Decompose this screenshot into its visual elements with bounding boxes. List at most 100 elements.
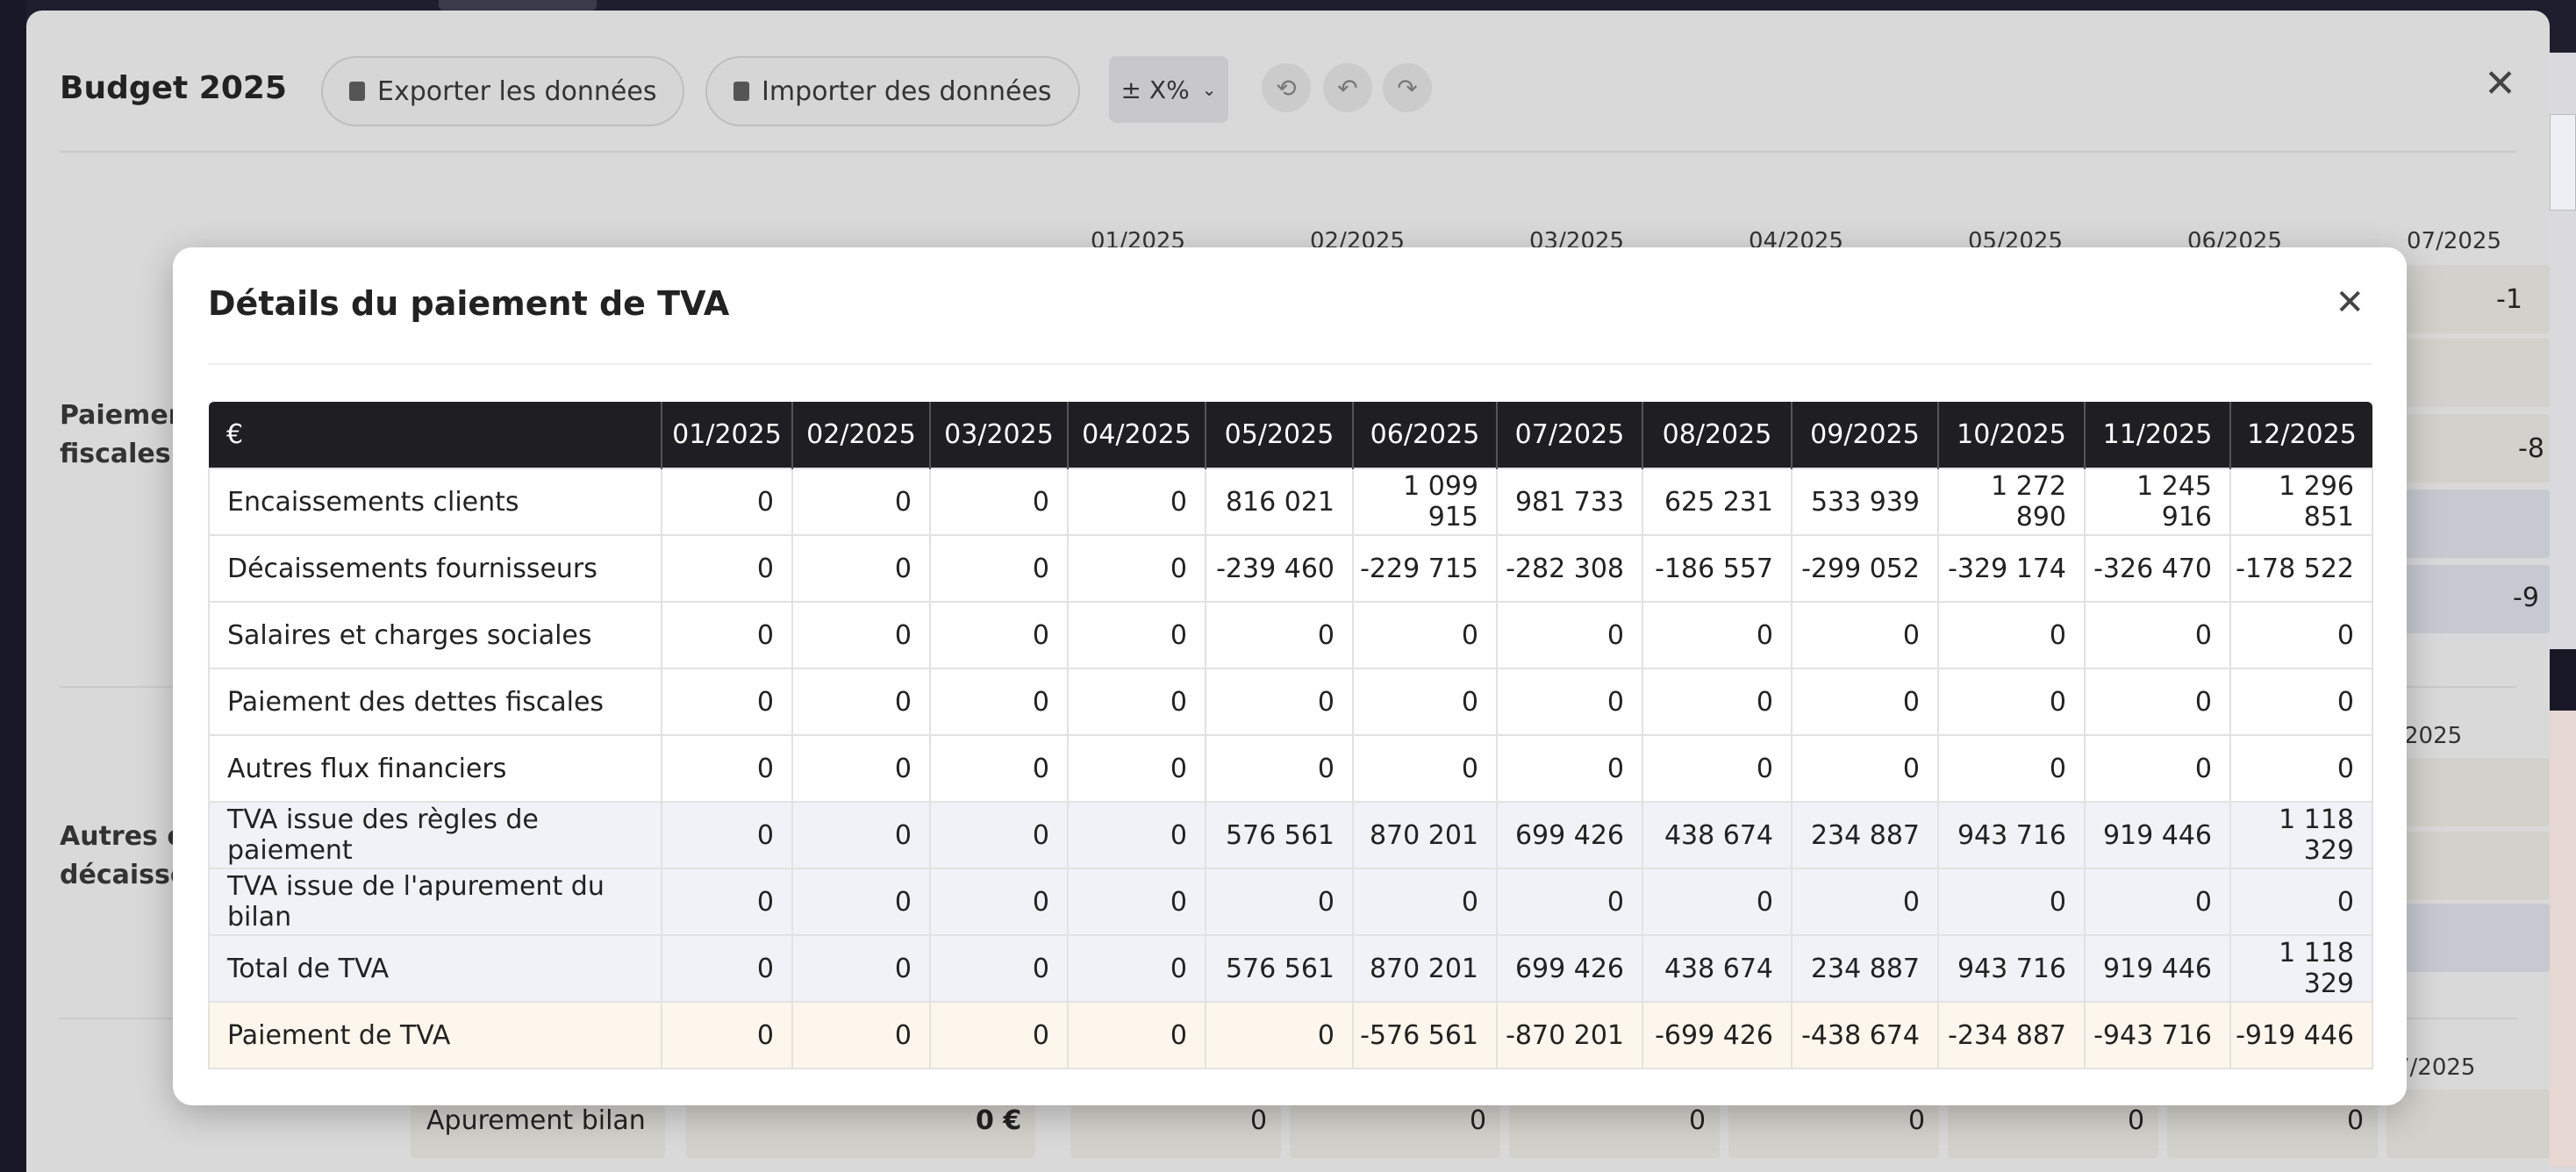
table-cell: 943 716 <box>1937 934 2086 1003</box>
percent-label: ± X% <box>1120 75 1190 104</box>
table-cell: 0 <box>1642 668 1792 736</box>
table-cell: 1 296 851 <box>2229 468 2373 536</box>
table-cell: 870 201 <box>1352 801 1498 869</box>
row-label: TVA issue des règles de paiement <box>208 801 662 869</box>
table-cell: 0 <box>1496 734 1643 803</box>
bg-total-value: 0 € <box>976 1105 1022 1136</box>
row-label: Paiement des dettes fiscales <box>208 668 662 736</box>
redo-icon[interactable]: ↷ <box>1383 63 1432 112</box>
table-cell: 870 201 <box>1352 934 1498 1003</box>
table-cell: 1 272 890 <box>1937 468 2086 536</box>
table-cell: 0 <box>661 868 793 936</box>
table-cell: 0 <box>929 668 1069 736</box>
table-cell: 234 887 <box>1791 934 1939 1003</box>
table-header-row: € 01/2025 02/2025 03/2025 04/2025 05/2025 06/… <box>209 402 2372 468</box>
partial-value: -8 <box>2518 433 2544 464</box>
partial-value: -1 <box>2496 284 2522 315</box>
table-cell: 0 <box>1352 868 1498 936</box>
table-cell: -282 308 <box>1496 534 1643 603</box>
bg-cell <box>2395 832 2550 900</box>
backdrop-right-panel <box>2550 53 2576 1172</box>
table-cell: 533 939 <box>1791 468 1939 536</box>
document-icon <box>349 82 365 101</box>
table-cell: -178 522 <box>2229 534 2373 603</box>
export-button[interactable]: Exporter les données <box>321 56 685 126</box>
bg-cell <box>2395 490 2550 558</box>
section-label: Paiemen fiscales <box>60 400 188 469</box>
month-header: 7/2025 <box>2395 1054 2476 1081</box>
table-cell: -234 887 <box>1937 1001 2086 1069</box>
table-cell: 0 <box>661 801 793 869</box>
table-cell: 0 <box>1352 668 1498 736</box>
bg-value: 0 <box>2347 1105 2365 1136</box>
table-cell: 0 <box>929 601 1069 669</box>
undo-icon[interactable]: ↶ <box>1323 63 1372 112</box>
table-cell: -438 674 <box>1791 1001 1939 1069</box>
month-column-header: 06/2025 <box>1352 402 1497 468</box>
table-cell: 0 <box>791 801 931 869</box>
table-cell: 0 <box>2229 668 2373 736</box>
table-cell: 0 <box>791 601 931 669</box>
table-cell: -576 561 <box>1352 1001 1498 1069</box>
table-cell: -919 446 <box>2229 1001 2373 1069</box>
table-cell: 0 <box>929 1001 1069 1069</box>
percent-adjust-dropdown[interactable]: ± X% ⌄ <box>1109 56 1228 123</box>
table-cell: 0 <box>1067 801 1206 869</box>
bg-value: 0 <box>1470 1105 1487 1136</box>
table-cell: 0 <box>2229 868 2373 936</box>
table-cell: 0 <box>661 734 793 803</box>
table-row: Autres flux financiers 0 0 0 0 0 0 0 0 0 0 0 0 <box>208 734 2373 803</box>
table-cell: 699 426 <box>1496 934 1643 1003</box>
bg-cell <box>2395 565 2550 633</box>
table-cell: 0 <box>929 934 1069 1003</box>
table-cell: -329 174 <box>1937 534 2086 603</box>
row-label: Paiement de TVA <box>208 1001 662 1069</box>
table-cell: 816 021 <box>1205 468 1354 536</box>
table-cell: 0 <box>1496 601 1643 669</box>
table-cell: 0 <box>2229 601 2373 669</box>
month-header: 07/2025 <box>2407 228 2502 254</box>
table-cell: 438 674 <box>1642 801 1792 869</box>
bg-cell <box>2395 414 2550 482</box>
table-cell: 0 <box>1205 668 1354 736</box>
table-cell: 0 <box>791 468 931 536</box>
history-icon[interactable]: ⟲ <box>1262 63 1311 112</box>
table-cell: 699 426 <box>1496 801 1643 869</box>
month-column-header: 03/2025 <box>929 402 1068 468</box>
table-cell: 0 <box>661 668 793 736</box>
table-cell: 1 099 915 <box>1352 468 1498 536</box>
table-cell: 0 <box>1937 668 2086 736</box>
table-cell: 0 <box>1937 601 2086 669</box>
import-button[interactable]: Importer des données <box>705 56 1080 126</box>
bg-cell <box>2395 904 2550 972</box>
table-cell: 625 231 <box>1642 468 1792 536</box>
row-label: Total de TVA <box>208 934 662 1003</box>
table-cell: 0 <box>2084 734 2231 803</box>
chevron-down-icon: ⌄ <box>1201 79 1217 100</box>
table-cell: 0 <box>1205 734 1354 803</box>
close-icon[interactable]: ✕ <box>2335 282 2365 323</box>
partial-value: -9 <box>2513 582 2539 613</box>
table-row: Salaires et charges sociales 0 0 0 0 0 0 0 0 0 0 0 0 <box>208 601 2373 669</box>
table-cell: 943 716 <box>1937 801 2086 869</box>
table-cell: 0 <box>1791 734 1939 803</box>
bg-cell <box>2395 265 2550 333</box>
table-cell: 0 <box>1642 734 1792 803</box>
table-cell: 0 <box>1067 601 1206 669</box>
month-column-header: 02/2025 <box>791 402 930 468</box>
table-cell: -326 470 <box>2084 534 2231 603</box>
table-cell: 0 <box>791 868 931 936</box>
table-cell: 0 <box>2084 601 2231 669</box>
table-cell: 0 <box>2229 734 2373 803</box>
table-cell: 0 <box>929 468 1069 536</box>
table-cell: 0 <box>791 934 931 1003</box>
table-cell: 1 118 329 <box>2229 801 2373 869</box>
bg-value: 0 <box>1250 1105 1268 1136</box>
table-cell: 0 <box>1937 868 2086 936</box>
table-cell: 0 <box>1642 601 1792 669</box>
import-label: Importer des données <box>762 75 1052 107</box>
close-icon[interactable]: ✕ <box>2484 61 2516 106</box>
table-cell: 0 <box>1067 934 1206 1003</box>
table-cell: -186 557 <box>1642 534 1792 603</box>
month-column-header: 04/2025 <box>1067 402 1206 468</box>
